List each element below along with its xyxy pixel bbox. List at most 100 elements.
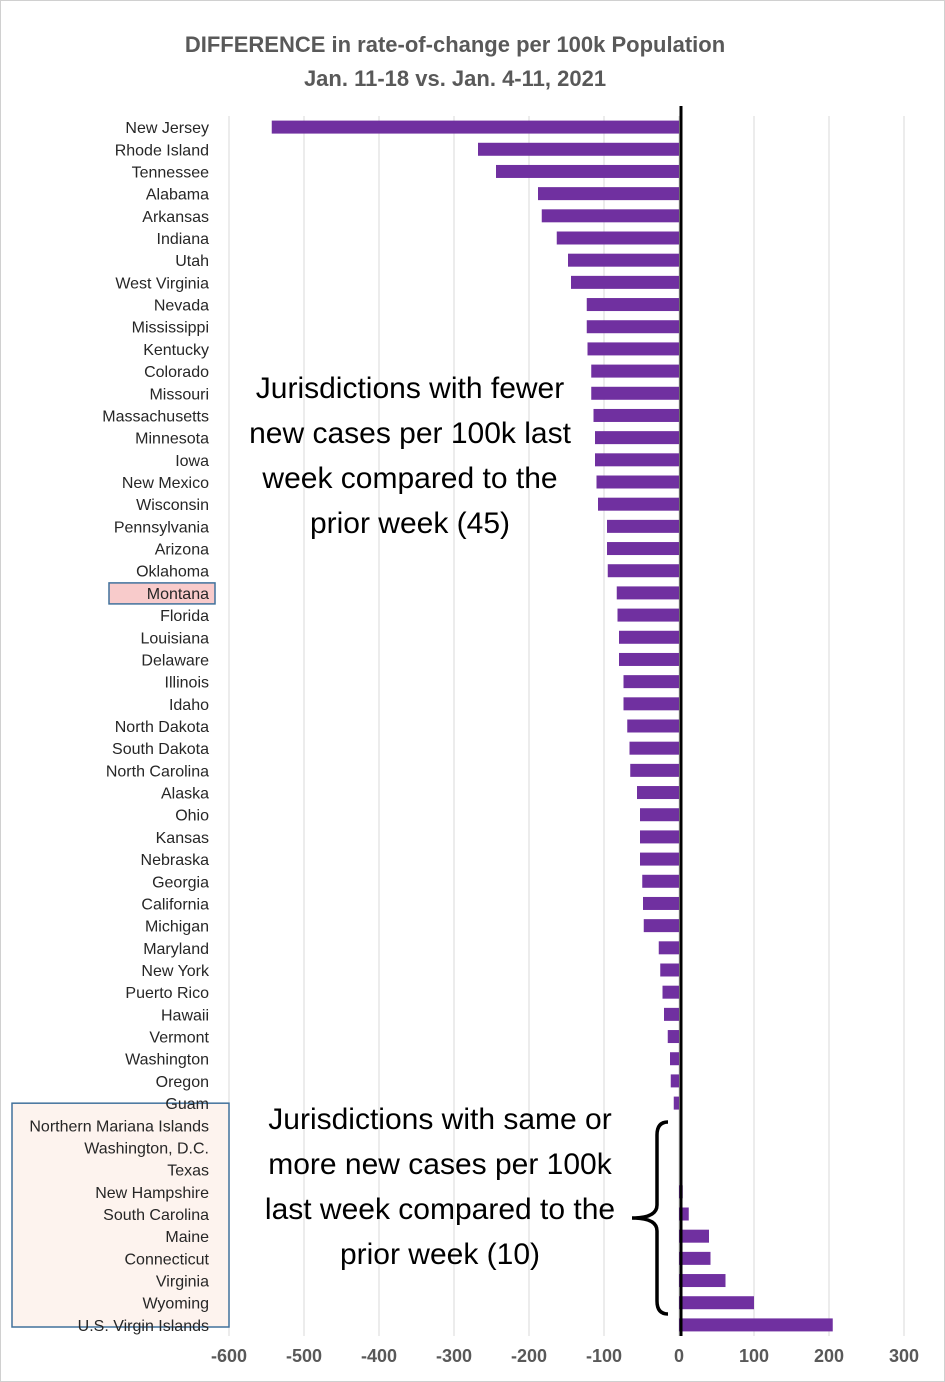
category-label: Texas	[167, 1163, 209, 1180]
category-label: West Virginia	[115, 275, 209, 292]
curly-brace	[631, 1120, 669, 1316]
bar	[598, 497, 679, 511]
bar	[617, 608, 679, 622]
category-label: Connecticut	[125, 1251, 210, 1268]
category-label: Wyoming	[142, 1296, 209, 1313]
chart-title: DIFFERENCE in rate-of-change per 100k Po…	[184, 32, 726, 57]
bar	[593, 408, 679, 422]
bar	[538, 187, 679, 201]
category-label: Delaware	[141, 652, 209, 669]
x-tick-label: 200	[814, 1346, 844, 1366]
category-label: Utah	[175, 253, 209, 270]
category-label: Nevada	[154, 298, 209, 315]
bar	[556, 231, 679, 245]
x-tick-label: -300	[436, 1346, 472, 1366]
x-tick-label: -200	[511, 1346, 547, 1366]
bar	[607, 519, 679, 533]
category-label: Georgia	[152, 874, 209, 891]
category-label: Alaska	[161, 786, 209, 803]
category-label: Washington, D.C.	[84, 1140, 209, 1157]
bar	[679, 1229, 709, 1243]
category-label: Virginia	[156, 1274, 209, 1291]
annotation-positive: Jurisdictions with same or more new case…	[264, 1103, 616, 1271]
bar	[591, 364, 679, 378]
bar	[679, 1207, 689, 1221]
category-label: Iowa	[175, 453, 209, 470]
category-label: Rhode Island	[115, 142, 209, 159]
bar	[670, 1052, 679, 1066]
category-label: Illinois	[165, 675, 209, 692]
bar	[607, 542, 679, 556]
bar	[679, 1251, 711, 1265]
category-label: Ohio	[175, 808, 209, 825]
bar	[640, 808, 679, 822]
category-label: Mississippi	[132, 320, 209, 337]
bar	[623, 697, 679, 711]
x-tick-label: -100	[586, 1346, 622, 1366]
annotation-negative: Jurisdictions with fewer new cases per 1…	[249, 372, 571, 540]
category-label: U.S. Virgin Islands	[78, 1318, 209, 1335]
category-label: Northern Mariana Islands	[29, 1118, 209, 1135]
bar	[637, 786, 679, 800]
category-label: Minnesota	[135, 431, 209, 448]
category-label: Colorado	[144, 364, 209, 381]
bar	[660, 963, 679, 977]
category-label: New York	[141, 963, 210, 980]
category-label: Guam	[165, 1096, 209, 1113]
bar	[616, 586, 679, 600]
x-tick-label: 0	[674, 1346, 684, 1366]
category-label: Massachusetts	[102, 408, 209, 425]
category-label: Puerto Rico	[125, 985, 209, 1002]
category-label: Nebraska	[141, 852, 210, 869]
bar	[587, 342, 679, 356]
category-label: Oklahoma	[136, 564, 209, 581]
category-label: California	[141, 896, 209, 913]
bar	[619, 652, 679, 666]
x-tick-label: -400	[361, 1346, 397, 1366]
category-label: Arizona	[155, 542, 209, 559]
bar	[664, 1007, 679, 1021]
bar	[670, 1074, 679, 1088]
category-label: South Carolina	[103, 1207, 209, 1224]
category-label: Maine	[165, 1229, 209, 1246]
bar	[662, 985, 679, 999]
bar	[591, 386, 679, 400]
bar	[271, 120, 679, 134]
bar	[607, 564, 679, 578]
category-label: New Hampshire	[95, 1185, 209, 1202]
category-label: Washington	[125, 1052, 209, 1069]
bar	[568, 253, 679, 267]
category-label: Kansas	[156, 830, 209, 847]
x-tick-label: -600	[211, 1346, 247, 1366]
bar	[478, 142, 679, 156]
x-tick-label: 100	[739, 1346, 769, 1366]
category-label: Hawaii	[161, 1007, 209, 1024]
bar	[667, 1030, 679, 1044]
category-label: New Mexico	[122, 475, 209, 492]
category-label: Maryland	[143, 941, 209, 958]
bar	[629, 741, 679, 755]
bar	[596, 475, 679, 489]
positive-group-box	[11, 1102, 230, 1328]
highlight-box	[108, 582, 216, 605]
bar	[595, 453, 679, 467]
bar	[496, 164, 679, 178]
category-label: Idaho	[169, 697, 209, 714]
bar	[586, 320, 679, 334]
x-tick-label: -500	[286, 1346, 322, 1366]
category-label: Vermont	[149, 1030, 209, 1047]
category-label: North Carolina	[106, 763, 209, 780]
bar	[640, 852, 679, 866]
category-label: Montana	[147, 586, 209, 603]
bar	[571, 275, 679, 289]
category-label: Florida	[160, 608, 209, 625]
x-tick-label: 300	[889, 1346, 919, 1366]
bar	[541, 209, 679, 223]
bar	[643, 896, 679, 910]
category-label: Arkansas	[142, 209, 209, 226]
category-label: Indiana	[157, 231, 210, 248]
bar	[658, 941, 679, 955]
bar	[595, 431, 679, 445]
category-label: Missouri	[149, 386, 209, 403]
